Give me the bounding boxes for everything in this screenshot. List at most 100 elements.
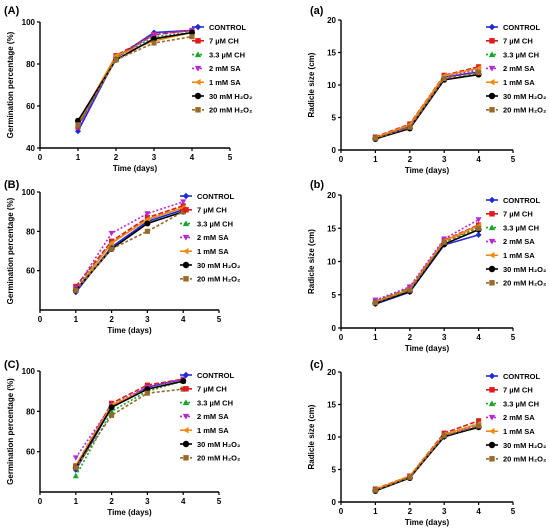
x-tick-label: 4: [181, 497, 186, 506]
y-tick-label: 10: [327, 433, 336, 442]
data-point: [108, 230, 115, 237]
legend-label: 1 mM SA: [197, 426, 229, 435]
legend: CONTROL 7 µM CH 3.3 µM CH 2 mM SA 1 mM SA 30 …: [180, 371, 240, 463]
legend-marker: [488, 428, 495, 435]
legend-marker: [194, 92, 202, 100]
x-tick-label: 1: [76, 153, 81, 162]
legend-label: 2 mM SA: [503, 413, 535, 422]
panel-label: (B): [4, 179, 20, 191]
legend-marker: [182, 234, 190, 241]
x-tick-label: 2: [109, 497, 114, 506]
legend-marker: [489, 38, 495, 44]
legend-marker: [183, 207, 189, 213]
series-line: [75, 378, 184, 459]
legend-label: 3.3 µM CH: [503, 50, 539, 59]
legend-label: 1 mM SA: [209, 78, 241, 87]
chart-panel-1: (A) 0 1 2 3 4 5 40 60 80 100 Time (days) Germination…: [4, 5, 252, 173]
series-1: [75, 27, 195, 135]
x-tick-label: 3: [442, 333, 447, 342]
x-tick-label: 4: [476, 507, 481, 516]
legend-marker: [488, 441, 496, 449]
panel-label: (b): [310, 179, 324, 191]
panel-label: (A): [4, 5, 20, 17]
series-line: [75, 210, 184, 291]
series-line: [375, 71, 479, 140]
legend-marker: [194, 51, 202, 58]
x-axis-title: Time (days): [107, 508, 152, 517]
series-3: [72, 378, 187, 479]
legend: CONTROL 7 µM CH 3.3 µM CH 2 mM SA 1 mM SA 30 …: [180, 192, 240, 284]
legend-label: 20 mM H₂O₂: [197, 275, 240, 284]
data-point: [189, 34, 195, 40]
y-tick-label: 20: [327, 16, 336, 25]
data-point: [475, 65, 481, 72]
legend-marker: [488, 23, 496, 31]
series-1: [72, 206, 187, 296]
legend-marker: [182, 440, 190, 448]
x-tick-label: 5: [511, 155, 516, 164]
legend-label: 30 mM H₂O₂: [209, 92, 252, 101]
legend-marker: [488, 238, 496, 245]
legend-marker: [183, 386, 189, 392]
data-point: [144, 220, 151, 227]
y-tick-label: 80: [26, 60, 35, 69]
legend-label: 30 mM H₂O₂: [197, 261, 240, 270]
legend-marker: [182, 427, 189, 434]
y-axis-title: Germination percentage (%): [6, 378, 15, 485]
series-line: [77, 31, 193, 122]
legend-label: 30 mM H₂O₂: [503, 441, 546, 450]
x-tick-label: 1: [373, 507, 378, 516]
legend-marker: [488, 92, 496, 100]
x-tick-label: 3: [145, 497, 150, 506]
legend-label: 20 mM H₂O₂: [197, 454, 240, 463]
legend-marker: [488, 196, 496, 204]
series-4: [372, 217, 482, 304]
legend-marker: [489, 456, 495, 462]
legend-marker: [195, 38, 201, 44]
series-line: [375, 69, 479, 140]
y-tick-label: 0: [332, 498, 337, 507]
data-point: [144, 228, 150, 234]
data-point: [475, 231, 482, 238]
y-tick-label: 0: [332, 146, 337, 155]
x-tick-label: 2: [114, 153, 119, 162]
legend-marker: [183, 455, 189, 461]
legend-marker: [182, 399, 190, 406]
axis-lines: [340, 372, 513, 503]
legend-label: 3.3 µM CH: [503, 399, 539, 408]
series-line: [75, 206, 184, 291]
legend-label: 2 mM SA: [503, 237, 535, 246]
chart-panel-3: (B) 0 1 2 3 4 5 60 80 100 Time (days) Germination p…: [4, 179, 240, 335]
data-point: [406, 284, 413, 290]
legend-marker: [488, 400, 496, 407]
legend-label: CONTROL: [197, 371, 234, 380]
x-tick-label: 1: [74, 497, 79, 506]
series-line: [77, 29, 193, 128]
y-tick-label: 100: [22, 188, 36, 197]
x-tick-label: 0: [38, 153, 43, 162]
legend-marker: [195, 107, 201, 113]
legend-label: 30 mM H₂O₂: [503, 92, 546, 101]
series-7: [73, 386, 186, 471]
x-tick-label: 5: [228, 153, 233, 162]
y-tick-label: 80: [26, 227, 35, 236]
y-tick-label: 5: [332, 114, 337, 123]
legend: CONTROL 7 µM CH 3.3 µM CH 2 mM SA 1 mM SA 30 …: [486, 372, 546, 464]
series-7: [372, 70, 482, 141]
x-tick-label: 3: [442, 155, 447, 164]
data-point: [151, 40, 157, 46]
data-point: [75, 117, 81, 124]
legend-marker: [182, 261, 190, 269]
series-line: [375, 67, 479, 139]
data-point: [476, 225, 482, 231]
legend-label: 7 µM CH: [503, 37, 533, 46]
data-point: [441, 433, 447, 439]
series-line: [77, 29, 193, 128]
series-7: [372, 423, 482, 493]
y-axis-title: Germination percentage (%): [6, 31, 15, 138]
legend-label: 2 mM SA: [197, 233, 229, 242]
legend-label: 7 µM CH: [503, 386, 533, 395]
panel-label: (C): [4, 359, 20, 371]
y-axis-title: Germination percentage (%): [6, 197, 15, 304]
